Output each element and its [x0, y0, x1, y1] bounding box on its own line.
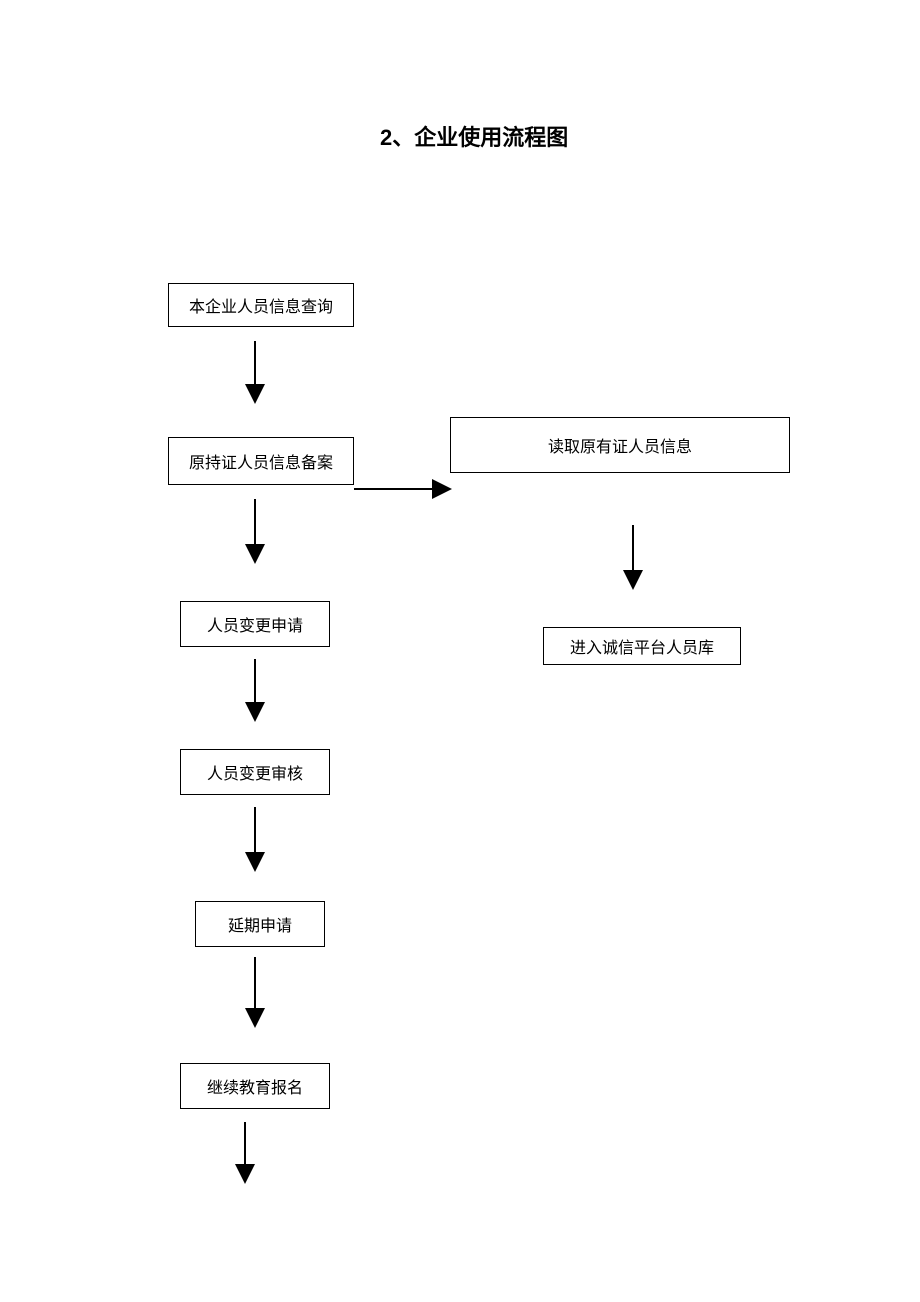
flowchart-arrows — [0, 0, 920, 1302]
